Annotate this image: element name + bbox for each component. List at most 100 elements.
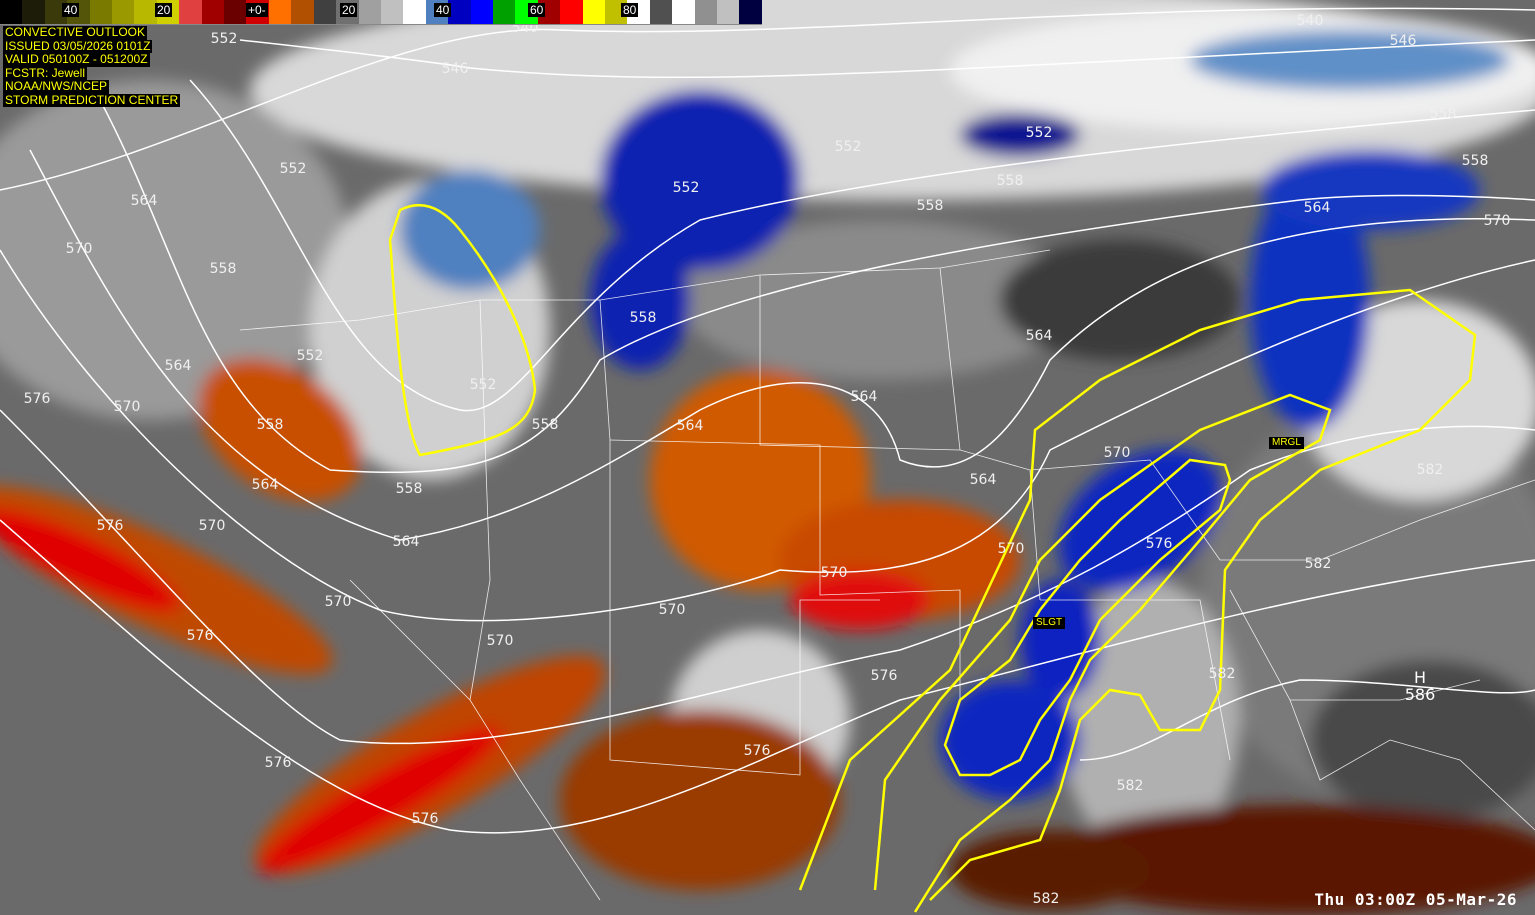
contour-label: 558 [1462, 153, 1489, 169]
contour-label: 576 [97, 518, 124, 534]
contour-label: 564 [131, 193, 158, 209]
contour-label: 552 [211, 31, 238, 47]
contour-label: 546 [1030, 75, 1057, 91]
contour-label: 570 [659, 602, 686, 618]
colorbar-segment [649, 0, 673, 24]
contour-label: 570 [998, 541, 1025, 557]
contour-label: 582 [1033, 891, 1060, 907]
colorbar-segment [44, 0, 68, 24]
colorbar-segment [672, 0, 695, 24]
contour-label: 576 [24, 391, 51, 407]
contour-label: 576 [871, 668, 898, 684]
colorbar-segment [201, 0, 225, 24]
contour-label: 570 [325, 594, 352, 610]
high-pressure-center: H 586 [1402, 669, 1438, 703]
colorbar-tick: 80 [621, 3, 639, 17]
info-issued: ISSUED 03/05/2026 0101Z [3, 38, 153, 53]
colorbar-segment [694, 0, 717, 24]
contour-label: 576 [187, 628, 214, 644]
contour-label: 576 [744, 743, 771, 759]
colorbar-segment [380, 0, 404, 24]
outlook-area-marginal [873, 393, 1332, 913]
contour-label: 564 [677, 418, 704, 434]
colorbar-segment [358, 0, 381, 24]
contour-label: 582 [1209, 666, 1236, 682]
contour-label: 576 [265, 755, 292, 771]
contour-label: 570 [487, 633, 514, 649]
colorbar-segment [492, 0, 516, 24]
marginal-risk-label: MRGL [1269, 437, 1304, 449]
info-center: STORM PREDICTION CENTER [3, 92, 181, 107]
contour-label: 558 [997, 173, 1024, 189]
colorbar-segment [717, 0, 740, 24]
contour-label: 558 [396, 481, 423, 497]
contour-label: 576 [412, 811, 439, 827]
contour-label: 570 [199, 518, 226, 534]
contour-label: 564 [970, 472, 997, 488]
contour-label: 564 [165, 358, 192, 374]
contour-label: 576 [1146, 536, 1173, 552]
contour-label: 570 [66, 241, 93, 257]
high-value: 586 [1404, 685, 1436, 704]
contour-label: 540 [1297, 13, 1324, 29]
outlook-area-north [388, 203, 537, 457]
contour-label: 546 [442, 61, 469, 77]
colorbar-tick: 40 [62, 3, 80, 17]
colorbar-tick: +0- [246, 3, 268, 17]
contour-label: 552 [673, 180, 700, 196]
colorbar-tick: 20 [340, 3, 358, 17]
contour-label: 564 [393, 534, 420, 550]
colorbar-tick: 40 [434, 3, 452, 17]
contour-label: 564 [1304, 200, 1331, 216]
contour-label: 552 [280, 161, 307, 177]
info-valid: VALID 050100Z - 051200Z [3, 52, 150, 67]
contour-label: 570 [114, 399, 141, 415]
contour-label: 558 [917, 198, 944, 214]
color-scale-bar [0, 0, 762, 25]
contour-label: 582 [1305, 556, 1332, 572]
contour-label: 564 [851, 389, 878, 405]
colorbar-segment [224, 0, 247, 24]
colorbar-segment [739, 0, 762, 24]
contour-label: 582 [1117, 778, 1144, 794]
contour-label: 552 [470, 377, 497, 393]
contour-label: 570 [1104, 445, 1131, 461]
info-agency: NOAA/NWS/NCEP [3, 79, 110, 94]
outlook-area-general-thunder [798, 288, 1477, 901]
colorbar-segment [22, 0, 45, 24]
info-title: CONVECTIVE OUTLOOK [3, 25, 148, 40]
colorbar-segment [313, 0, 337, 24]
contour-label: 546 [1390, 33, 1417, 49]
valid-time-stamp: Thu 03:00Z 05-Mar-26 [1314, 890, 1517, 909]
contour-label: 582 [1417, 462, 1444, 478]
colorbar-segment [403, 0, 426, 24]
high-letter: H [1413, 668, 1427, 687]
height-contours [0, 7, 1535, 834]
colorbar-segment [179, 0, 202, 24]
colorbar-segment [89, 0, 113, 24]
colorbar-segment [470, 0, 493, 24]
contour-label: 564 [1026, 328, 1053, 344]
info-forecaster: FCSTR: Jewell [3, 65, 88, 80]
contour-label: 552 [1026, 125, 1053, 141]
colorbar-segment [268, 0, 292, 24]
colorbar-tick: 60 [528, 3, 546, 17]
contour-label: 564 [252, 477, 279, 493]
contour-label: 570 [821, 565, 848, 581]
colorbar-segment [291, 0, 314, 24]
contour-label: 552 [835, 139, 862, 155]
state-borders [239, 249, 1535, 901]
colorbar-segment [112, 0, 135, 24]
contour-label: 558 [532, 417, 559, 433]
colorbar-segment [582, 0, 605, 24]
colorbar-segment [0, 0, 23, 24]
colorbar-tick: 20 [155, 3, 173, 17]
contour-label: 558 [257, 417, 284, 433]
slight-risk-label: SLGT [1033, 617, 1066, 629]
contour-label: 570 [1484, 213, 1511, 229]
outlook-info-panel: CONVECTIVE OUTLOOK ISSUED 03/05/2026 010… [3, 25, 181, 107]
contour-label: 552 [297, 348, 324, 364]
